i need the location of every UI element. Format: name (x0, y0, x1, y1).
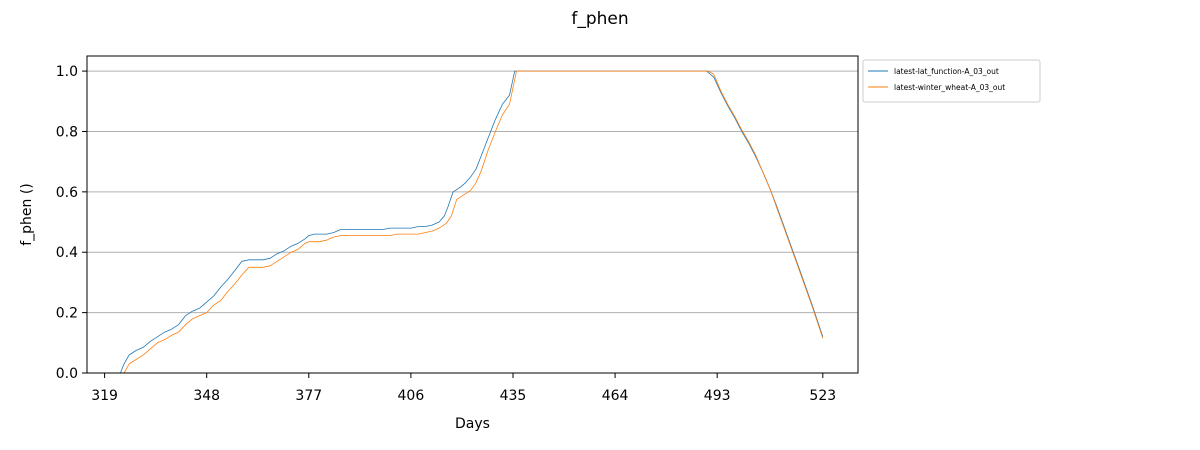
legend-box (862, 59, 1041, 103)
series-line (123, 70, 824, 374)
legend-entry: latest-winter_wheat-A_03_out (894, 83, 1005, 92)
x-tick-label: 377 (295, 388, 322, 404)
x-axis-label: Days (455, 416, 490, 432)
x-tick-label: 464 (602, 388, 629, 404)
x-tick-label: 435 (500, 388, 527, 404)
x-axis: 319 348 377 406 435 464 493 523 (91, 373, 836, 404)
series-lines (120, 70, 824, 374)
x-tick-label: 523 (809, 388, 836, 404)
y-tick-label: 0.2 (56, 306, 78, 322)
x-tick-label: 319 (91, 388, 118, 404)
y-axis: 0.0 0.2 0.4 0.6 0.8 1.0 (56, 64, 87, 382)
y-axis-label: f_phen () (19, 183, 35, 246)
y-tick-label: 0.8 (56, 124, 78, 140)
x-tick-label: 493 (704, 388, 731, 404)
chart-title: f_phen (571, 9, 628, 29)
x-tick-label: 406 (398, 388, 425, 404)
grid (87, 70, 858, 374)
series-line (120, 70, 824, 374)
x-tick-label: 348 (193, 388, 220, 404)
y-tick-label: 1.0 (56, 64, 78, 80)
y-tick-label: 0.4 (56, 245, 78, 261)
y-tick-label: 0.0 (56, 366, 78, 382)
y-tick-label: 0.6 (56, 185, 78, 201)
legend: latest-lat_function-A_03_out latest-winte… (862, 59, 1041, 103)
legend-entry: latest-lat_function-A_03_out (894, 67, 999, 76)
plot-frame (86, 55, 859, 374)
